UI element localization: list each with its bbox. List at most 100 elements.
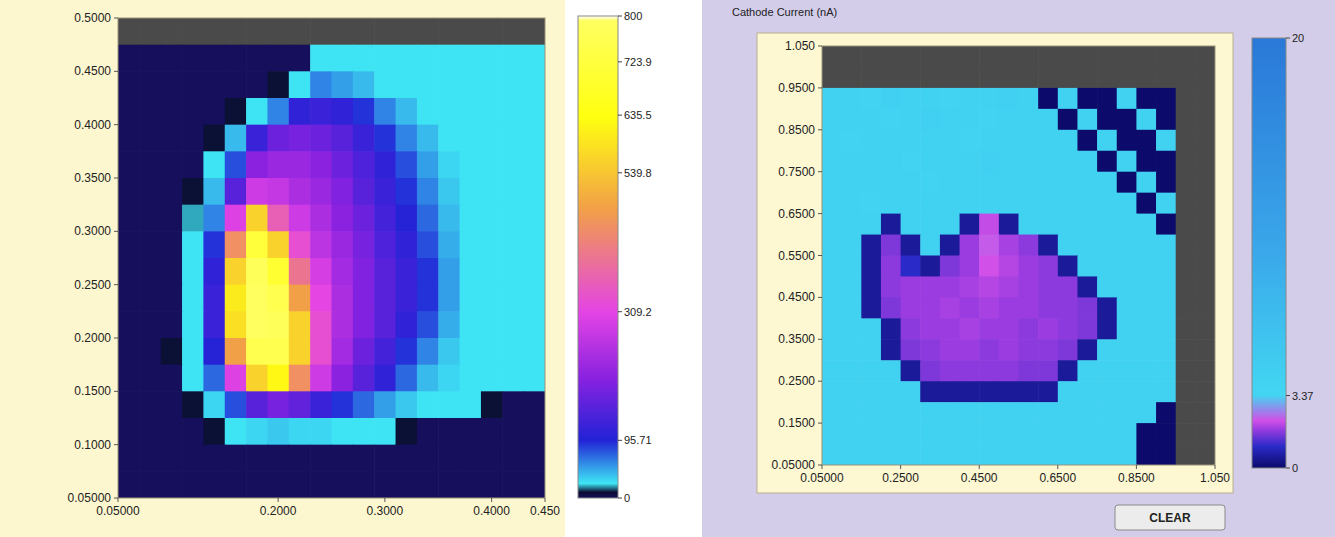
heat-cell	[182, 391, 204, 418]
heat-cell	[1156, 339, 1176, 361]
heat-cell	[1176, 130, 1196, 152]
heat-cell	[1176, 402, 1196, 424]
heat-cell	[940, 381, 960, 403]
heat-cell	[881, 256, 901, 278]
heat-cell	[861, 318, 881, 340]
heat-cell	[960, 109, 980, 131]
heat-cell	[182, 471, 204, 498]
clear-button[interactable]: CLEAR	[1115, 505, 1225, 530]
heat-cell	[246, 471, 268, 498]
y-tick-label: 0.1500	[778, 416, 815, 430]
heat-cell	[374, 98, 396, 125]
heat-cell	[979, 193, 999, 215]
heat-cell	[861, 444, 881, 465]
heat-cell	[901, 151, 921, 173]
heat-cell	[861, 214, 881, 236]
y-tick-label: 0.7500	[778, 165, 815, 179]
heat-cell	[1097, 151, 1117, 173]
heat-cell	[310, 18, 332, 45]
heat-cell	[842, 193, 862, 215]
heat-cell	[979, 256, 999, 278]
y-tick-label: 0.5000	[74, 11, 111, 25]
heat-cell	[861, 276, 881, 298]
heat-cell	[1176, 46, 1196, 68]
heat-cell	[1077, 67, 1097, 89]
heat-cell	[1077, 88, 1097, 110]
heat-cell	[842, 381, 862, 403]
heat-cell	[460, 71, 482, 98]
heat-cell	[979, 318, 999, 340]
heat-cell	[861, 235, 881, 257]
heat-cell	[332, 151, 354, 178]
heat-cell	[1077, 360, 1097, 382]
heat-cell	[502, 205, 524, 232]
x-tick	[1215, 465, 1216, 469]
heat-cell	[502, 445, 524, 472]
heat-cell	[999, 214, 1019, 236]
heat-cell	[1117, 423, 1137, 445]
heat-cell	[1097, 276, 1117, 298]
heat-cell	[1176, 318, 1196, 340]
heat-cell	[1058, 276, 1078, 298]
heat-cell	[246, 18, 268, 45]
heat-cell	[842, 151, 862, 173]
heat-cell	[161, 71, 183, 98]
heat-cell	[1136, 318, 1156, 340]
x-tick-label: 0.4500	[961, 471, 998, 485]
heat-cell	[842, 46, 862, 68]
heat-cell	[999, 67, 1019, 89]
heat-cell	[139, 45, 161, 72]
x-tick-label: 0.450	[530, 504, 560, 518]
button-face[interactable]	[1115, 505, 1225, 530]
heat-cell	[161, 471, 183, 498]
heat-cell	[353, 98, 375, 125]
heat-cell	[822, 444, 842, 465]
heat-cell	[1077, 381, 1097, 403]
heat-cell	[1117, 297, 1137, 319]
heat-cell	[118, 258, 140, 285]
heat-cell	[417, 445, 439, 472]
heat-cell	[1136, 423, 1156, 445]
heat-cell	[353, 418, 375, 445]
heat-cell	[1019, 256, 1039, 278]
y-tick	[818, 255, 822, 256]
heat-cell	[524, 418, 545, 445]
heat-cell	[940, 297, 960, 319]
heat-cell	[1117, 318, 1137, 340]
y-tick	[818, 46, 822, 47]
heat-cell	[1136, 109, 1156, 131]
heat-cell	[417, 311, 439, 338]
heat-cell	[332, 311, 354, 338]
color-bar-tick	[618, 498, 622, 499]
heat-cell	[1195, 130, 1215, 152]
heat-cell	[861, 151, 881, 173]
button-label[interactable]: CLEAR	[1149, 511, 1191, 525]
heat-cell	[1136, 297, 1156, 319]
heat-cell	[396, 418, 418, 445]
heat-cell	[396, 285, 418, 312]
heat-cell	[960, 360, 980, 382]
heat-cell	[524, 311, 545, 338]
heat-cell	[203, 178, 225, 205]
heat-cell	[822, 360, 842, 382]
heat-cell	[139, 285, 161, 312]
heat-cell	[502, 71, 524, 98]
heat-cell	[979, 214, 999, 236]
heat-cell	[374, 18, 396, 45]
color-bar-label: 0	[1292, 462, 1298, 474]
heat-cell	[822, 130, 842, 152]
heat-cell	[481, 98, 503, 125]
heat-cell	[246, 178, 268, 205]
heat-cell	[481, 178, 503, 205]
heat-cell	[881, 297, 901, 319]
heat-cell	[822, 276, 842, 298]
heat-cell	[182, 418, 204, 445]
heat-cell	[1117, 214, 1137, 236]
heat-cell	[310, 391, 332, 418]
heat-cell	[524, 125, 545, 152]
heat-cell	[1038, 444, 1058, 465]
heat-cell	[940, 402, 960, 424]
heat-cell	[1038, 130, 1058, 152]
heat-cell	[1117, 360, 1137, 382]
heat-cell	[940, 109, 960, 131]
